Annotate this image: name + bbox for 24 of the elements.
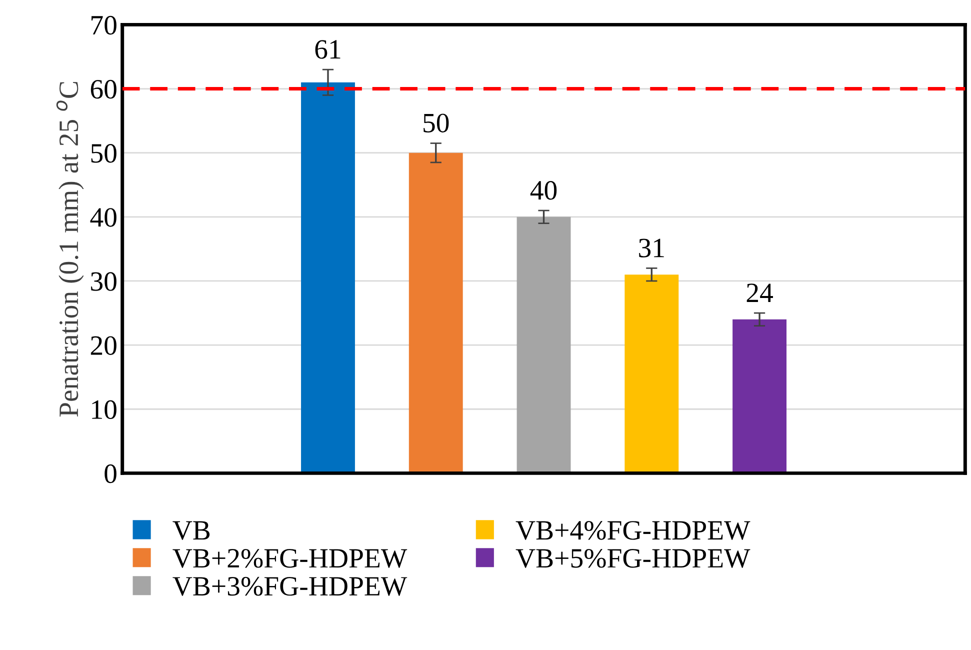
y-tick-label: 30 bbox=[91, 272, 116, 291]
data-label: 50 bbox=[424, 114, 449, 132]
legend-label: VB+2%FG-HDPEW bbox=[172, 548, 408, 568]
legend-label: VB+3%FG-HDPEW bbox=[172, 576, 408, 596]
bar bbox=[624, 274, 679, 474]
data-label: 40 bbox=[530, 180, 557, 200]
bar bbox=[732, 319, 786, 474]
y-tick-label: 0 bbox=[104, 464, 116, 484]
y-tick-label: 60 bbox=[90, 80, 116, 99]
bar bbox=[301, 82, 355, 474]
legend-label: VB+4%FG-HDPEW bbox=[516, 520, 750, 540]
y-tick-label: 10 bbox=[92, 400, 116, 420]
data-label: 61 bbox=[315, 40, 340, 59]
y-tick-label: 20 bbox=[90, 336, 116, 355]
y-tick-label: 50 bbox=[91, 144, 116, 163]
y-tick-label: 40 bbox=[90, 208, 116, 227]
data-label: 24 bbox=[746, 284, 773, 302]
bar bbox=[408, 152, 463, 474]
data-label: 31 bbox=[639, 238, 664, 258]
legend-label: VB bbox=[172, 521, 210, 540]
y-tick-label: 70 bbox=[92, 16, 116, 35]
legend-label: VB+5%FG-HDPEW bbox=[516, 548, 750, 568]
bar bbox=[516, 216, 571, 474]
y-axis-title: Penatration (0.1 mm) at 25 $^{o}$C bbox=[56, 82, 84, 417]
